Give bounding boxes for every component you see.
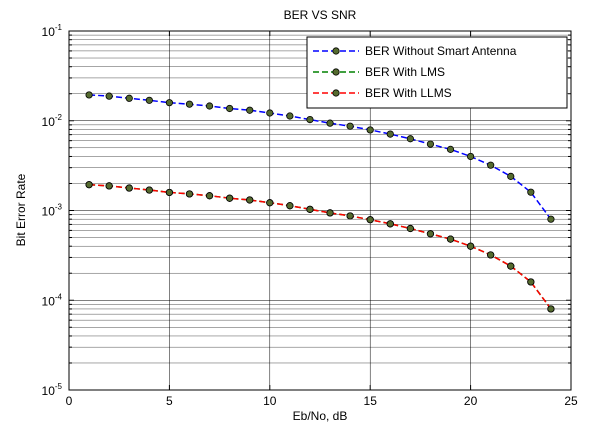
legend-label: BER With LMS xyxy=(365,65,445,79)
y-tick-label: 10-1 xyxy=(42,23,63,39)
data-point xyxy=(145,96,153,104)
legend-label: BER Without Smart Antenna xyxy=(365,44,517,58)
data-point xyxy=(205,192,214,200)
y-tick-base: 10 xyxy=(42,115,56,129)
data-point xyxy=(527,278,535,286)
x-tick-label: 15 xyxy=(364,394,378,408)
data-point xyxy=(205,102,214,110)
series-layer xyxy=(85,91,555,313)
y-tick-base: 10 xyxy=(42,205,56,219)
y-tick-exponent: -4 xyxy=(55,292,63,301)
data-point xyxy=(446,235,455,243)
y-tick-base: 10 xyxy=(42,294,56,308)
y-tick-exponent: -5 xyxy=(55,382,63,391)
y-tick-exponent: -1 xyxy=(55,23,63,32)
data-point xyxy=(386,220,394,228)
x-tick-label: 5 xyxy=(166,394,173,408)
data-point xyxy=(246,106,254,114)
data-point xyxy=(286,202,294,210)
legend-swatch-marker xyxy=(332,47,340,55)
data-point xyxy=(487,251,495,259)
data-point xyxy=(326,119,334,127)
data-point xyxy=(185,100,194,108)
data-point xyxy=(446,145,455,153)
data-point xyxy=(165,99,173,107)
data-point xyxy=(487,161,495,169)
chart-title: BER VS SNR xyxy=(284,8,357,22)
data-point xyxy=(426,230,435,238)
data-point xyxy=(406,135,414,143)
x-axis-title: Eb/No, dB xyxy=(293,409,348,423)
data-point xyxy=(266,199,274,207)
data-point xyxy=(426,140,435,148)
data-point xyxy=(145,186,153,194)
data-point xyxy=(306,205,314,213)
data-point xyxy=(246,196,254,204)
data-point xyxy=(226,194,234,202)
data-point xyxy=(466,242,475,250)
data-point xyxy=(547,305,555,313)
y-tick-exponent: -3 xyxy=(55,203,63,212)
data-point xyxy=(366,126,374,134)
data-point xyxy=(105,92,113,100)
data-point xyxy=(507,262,515,270)
legend-swatch-marker xyxy=(332,68,340,76)
legend-label: BER With LLMS xyxy=(365,86,452,100)
x-tick-label: 10 xyxy=(263,394,277,408)
data-point xyxy=(466,152,475,161)
data-point xyxy=(346,212,354,220)
y-axis-title: Bit Error Rate xyxy=(14,173,28,246)
data-point xyxy=(125,184,133,192)
y-tick-base: 10 xyxy=(42,25,56,39)
y-tick-label: 10-3 xyxy=(42,203,63,219)
y-tick-label: 10-2 xyxy=(42,113,63,129)
data-point xyxy=(527,188,535,196)
x-tick-label: 20 xyxy=(464,394,478,408)
legend: BER Without Smart Antenna BER With LMS BER… xyxy=(306,36,568,109)
y-tick-base: 10 xyxy=(42,384,56,398)
data-point xyxy=(366,216,374,224)
legend-swatch-marker xyxy=(332,89,340,97)
data-point xyxy=(306,115,314,124)
data-point xyxy=(226,104,234,113)
y-tick-exponent: -2 xyxy=(55,113,63,122)
data-point xyxy=(85,181,93,189)
data-point xyxy=(326,209,334,217)
data-point xyxy=(386,130,394,138)
data-point xyxy=(85,91,93,99)
data-point xyxy=(165,188,173,197)
data-point xyxy=(286,112,294,120)
y-tick-label: 10-4 xyxy=(42,292,63,308)
data-point xyxy=(185,190,194,198)
data-point xyxy=(507,172,515,180)
x-tick-label: 0 xyxy=(66,394,73,408)
data-point xyxy=(266,109,274,117)
data-point xyxy=(406,224,414,233)
x-tick-label: 25 xyxy=(564,394,578,408)
data-point xyxy=(547,215,555,223)
data-point xyxy=(346,122,354,130)
data-point xyxy=(125,94,133,102)
y-tick-label: 10-5 xyxy=(42,382,63,398)
data-point xyxy=(105,182,113,190)
